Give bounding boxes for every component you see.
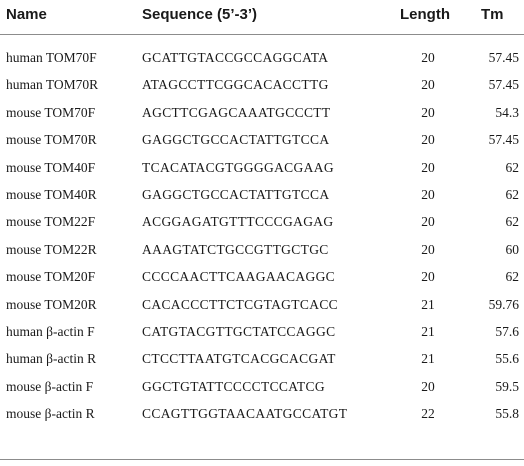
primer-name: mouse TOM22R	[6, 241, 97, 257]
primer-sequence: CACACCCTTCTCGTAGTCACC	[142, 296, 339, 312]
primer-sequence: GAGGCTGCCACTATTGTCCA	[142, 132, 330, 148]
primer-tm: 55.6	[495, 351, 519, 367]
primer-name: human β-actin F	[6, 323, 95, 339]
header-divider	[0, 34, 524, 35]
table-row: human β-actin R CTCCTTAATGTCACGCACGAT 21 55…	[0, 351, 524, 378]
table-row: mouse TOM70R GAGGCTGCCACTATTGTCCA 20 57.45	[0, 132, 524, 159]
table-row: mouse TOM22F ACGGAGATGTTTCCCGAGAG 20 62	[0, 214, 524, 241]
primer-length: 21	[421, 323, 435, 339]
primer-name: human TOM70R	[6, 77, 99, 93]
header-name: Name	[6, 6, 47, 23]
primer-tm: 62	[505, 159, 520, 175]
primer-tm: 54.3	[495, 104, 519, 120]
header-length: Length	[400, 6, 450, 23]
table-row: mouse TOM22R AAAGTATCTGCCGTTGCTGC 20 60	[0, 242, 524, 269]
table-row: mouse TOM40R GAGGCTGCCACTATTGTCCA 20 62	[0, 187, 524, 214]
table-row: mouse β-actin R CCAGTTGGTAACAATGCCATGT 22 5…	[0, 406, 524, 433]
primer-tm: 60	[505, 241, 520, 257]
primer-name: mouse TOM22F	[6, 214, 96, 230]
primer-tm: 59.76	[488, 296, 519, 312]
primer-name: mouse β-actin R	[6, 406, 95, 422]
primer-name: mouse TOM70R	[6, 132, 97, 148]
primer-sequence: GCATTGTACCGCCAGGCATA	[142, 50, 329, 65]
primer-length: 20	[421, 186, 435, 202]
primer-tm: 55.8	[495, 406, 519, 422]
primer-sequence: CTCCTTAATGTCACGCACGAT	[142, 351, 336, 367]
primer-sequence: CCCCAACTTCAAGAACAGGC	[142, 269, 336, 285]
table-row: mouse TOM20F CCCCAACTTCAAGAACAGGC 20 62	[0, 269, 524, 296]
primer-length: 20	[421, 241, 435, 257]
primer-name: mouse β-actin F	[6, 378, 94, 394]
primer-length: 22	[421, 406, 435, 422]
primer-length: 20	[421, 77, 435, 93]
primer-name: human β-actin R	[6, 351, 97, 367]
primer-tm: 57.45	[488, 132, 519, 148]
table-row: mouse β-actin F GGCTGTATTCCCCTCCATCG 20 59.…	[0, 379, 524, 406]
primer-name: mouse TOM40F	[6, 159, 96, 175]
primer-length: 20	[421, 378, 435, 394]
primer-tm: 57.45	[488, 50, 519, 65]
primer-name: mouse TOM40R	[6, 186, 97, 202]
table-header: Name Sequence (5’-3’) Length Tm	[0, 0, 524, 34]
header-tm: Tm	[481, 6, 504, 23]
primer-length: 20	[421, 214, 435, 230]
primer-tm: 62	[505, 186, 520, 202]
primer-length: 20	[421, 159, 435, 175]
primer-name: mouse TOM70F	[6, 104, 96, 120]
primer-name: mouse TOM20R	[6, 296, 97, 312]
primer-length: 21	[421, 296, 435, 312]
primer-tm: 62	[505, 214, 520, 230]
table-row: mouse TOM20R CACACCCTTCTCGTAGTCACC 21 59.76	[0, 297, 524, 324]
table-row: human β-actin F CATGTACGTTGCTATCCAGGC 21 57…	[0, 324, 524, 351]
primer-sequence: TCACATACGTGGGGACGAAG	[142, 159, 334, 175]
primer-tm: 57.45	[488, 77, 519, 93]
primer-length: 20	[421, 269, 435, 285]
primer-sequence: ACGGAGATGTTTCCCGAGAG	[142, 214, 334, 230]
primer-length: 20	[421, 50, 435, 65]
bottom-divider	[0, 459, 524, 460]
primer-sequence: GAGGCTGCCACTATTGTCCA	[142, 186, 330, 202]
primer-name: mouse TOM20F	[6, 269, 96, 285]
primer-tm: 57.6	[495, 323, 519, 339]
primer-length: 20	[421, 104, 435, 120]
primer-sequence: AGCTTCGAGCAAATGCCCTT	[142, 104, 331, 120]
primer-length: 21	[421, 351, 435, 367]
primer-sequence: CATGTACGTTGCTATCCAGGC	[142, 323, 336, 339]
table-row: human TOM70R ATAGCCTTCGGCACACCTTG 20 57.45	[0, 77, 524, 104]
header-sequence: Sequence (5’-3’)	[142, 6, 258, 23]
table-row: mouse TOM40F TCACATACGTGGGGACGAAG 20 62	[0, 160, 524, 187]
primer-sequence: CCAGTTGGTAACAATGCCATGT	[142, 406, 348, 422]
primer-sequence: GGCTGTATTCCCCTCCATCG	[142, 378, 325, 394]
table-row: human TOM70F GCATTGTACCGCCAGGCATA 20 57.45	[0, 50, 524, 77]
primer-sequence: AAAGTATCTGCCGTTGCTGC	[142, 241, 329, 257]
table-row: mouse TOM70F AGCTTCGAGCAAATGCCCTT 20 54.3	[0, 105, 524, 132]
primer-sequence: ATAGCCTTCGGCACACCTTG	[142, 77, 329, 93]
primer-length: 20	[421, 132, 435, 148]
primer-tm: 59.5	[495, 378, 519, 394]
primer-name: human TOM70F	[6, 50, 97, 65]
primer-tm: 62	[505, 269, 520, 285]
table-body: human TOM70F GCATTGTACCGCCAGGCATA 20 57.45 h…	[0, 50, 524, 433]
